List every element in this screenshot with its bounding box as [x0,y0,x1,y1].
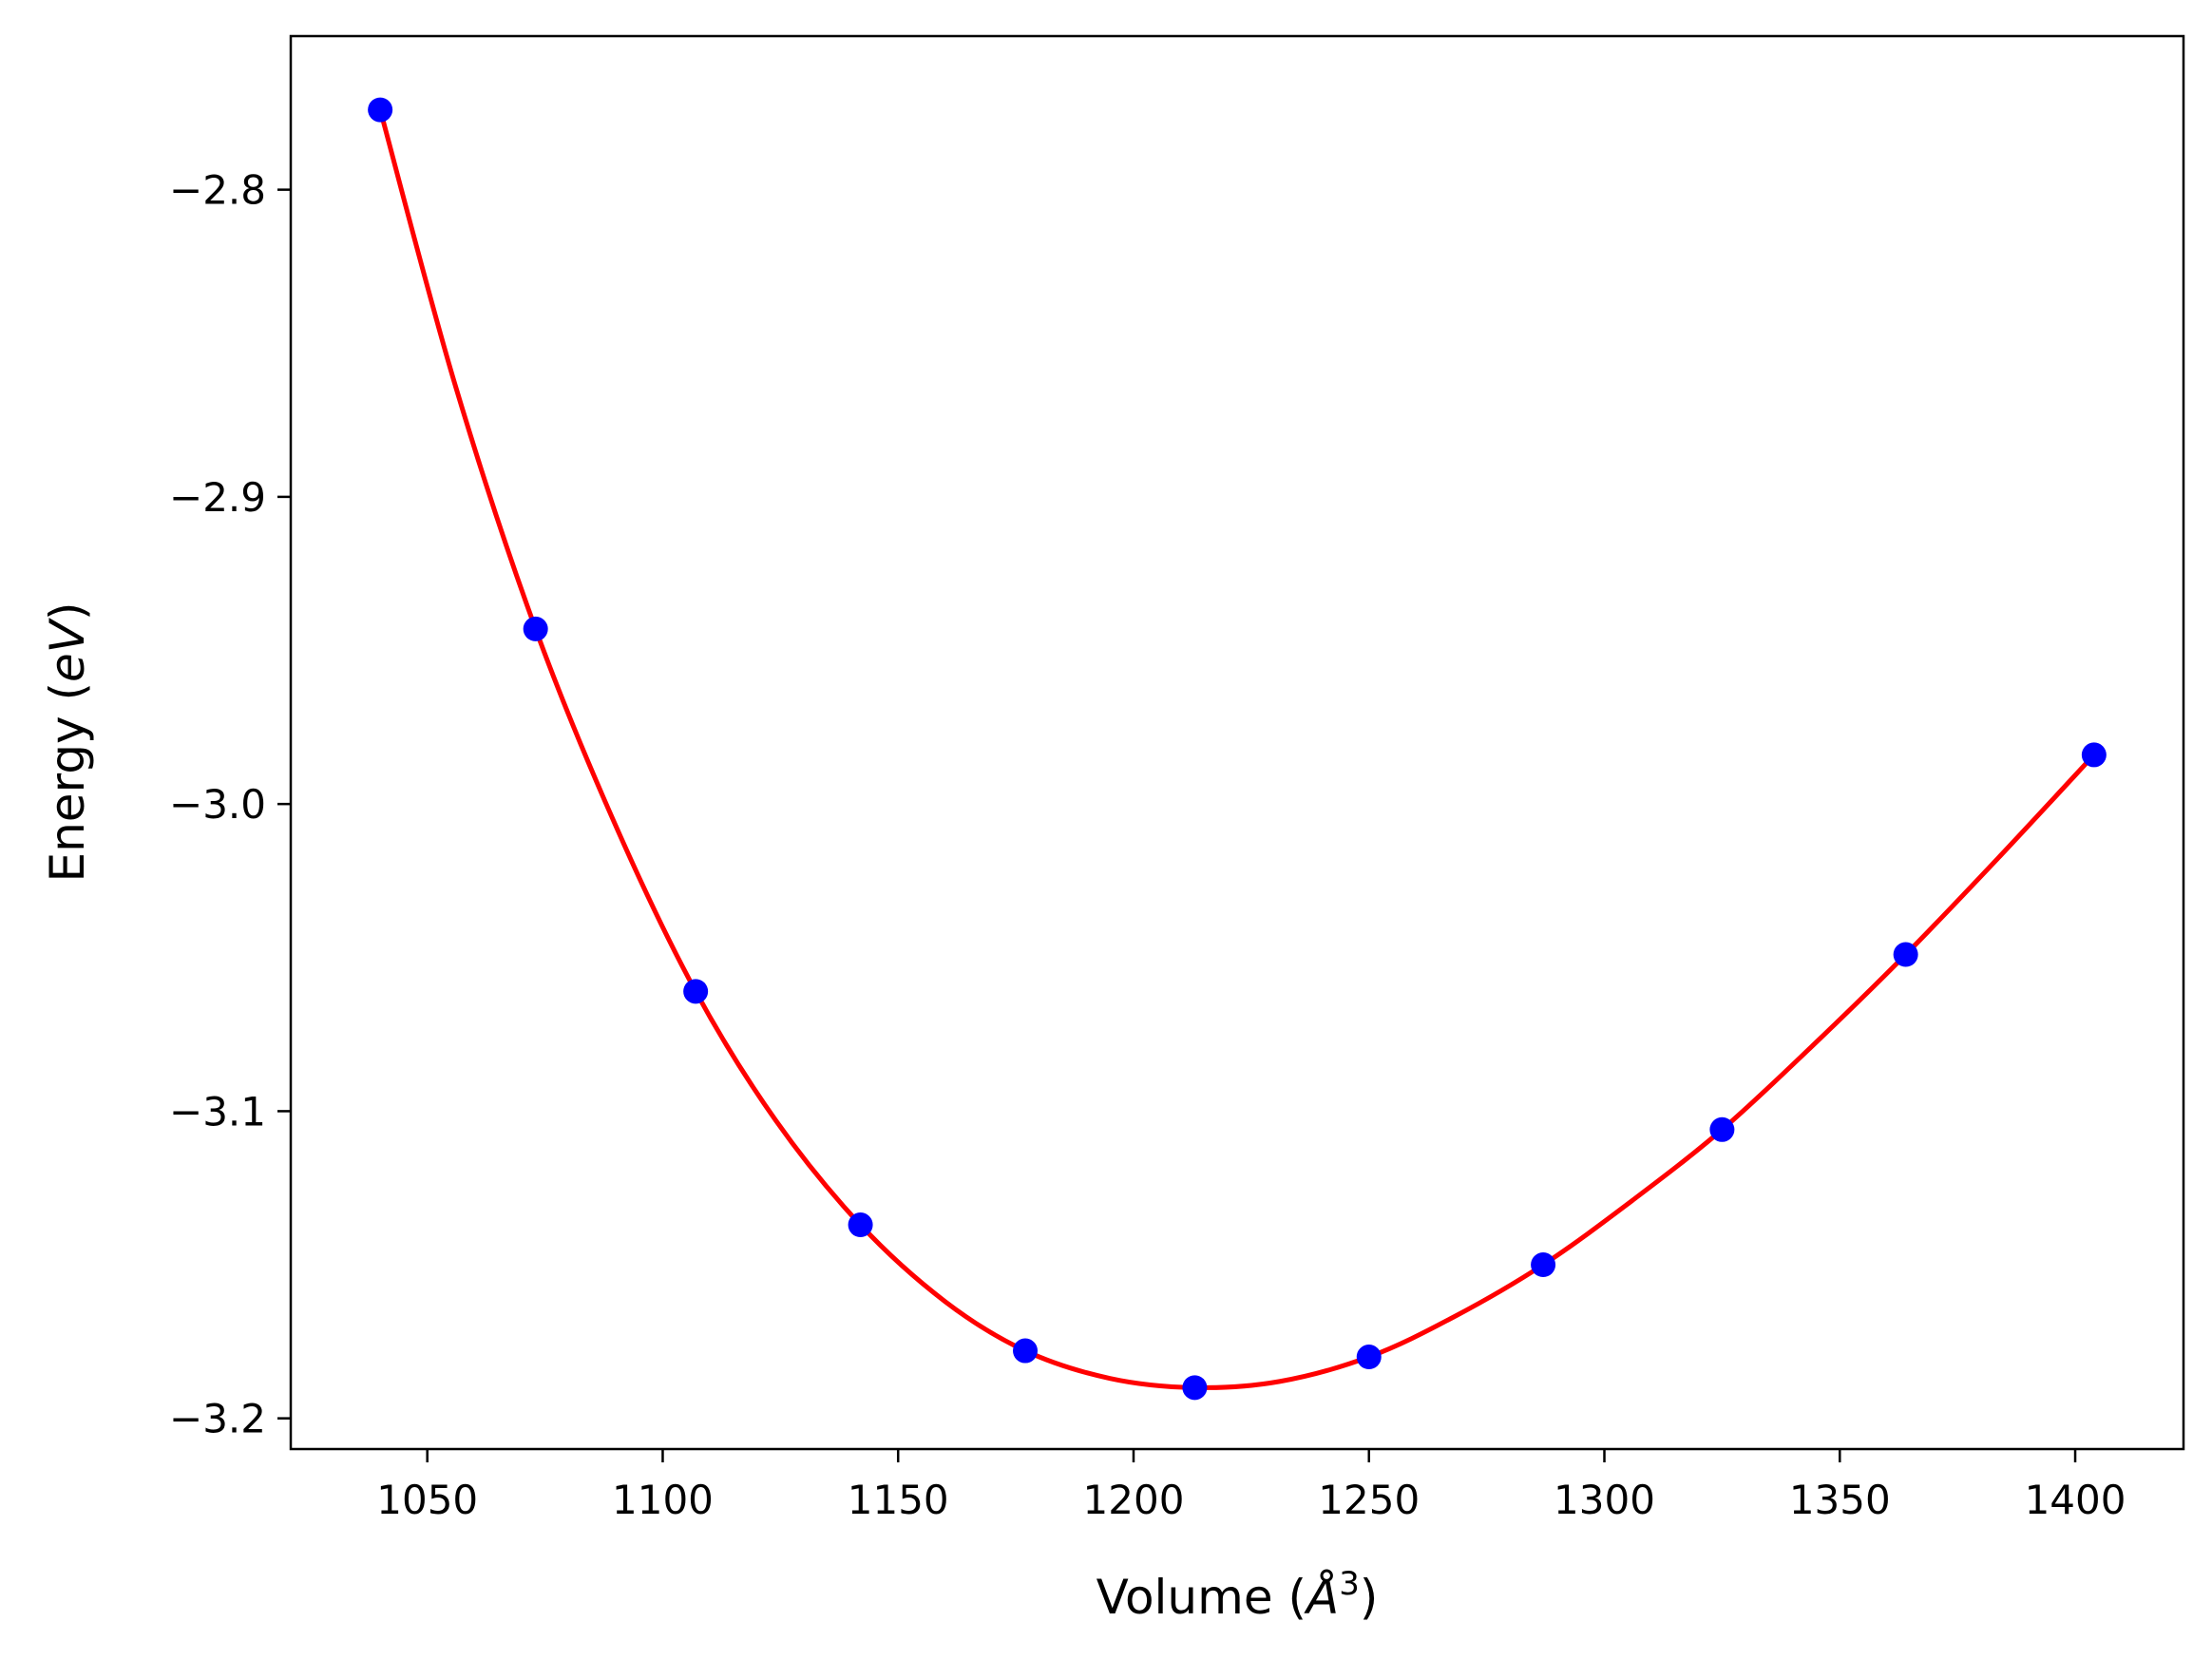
data-point [1013,1338,1039,1364]
x-tick-label: 1250 [1318,1477,1420,1523]
data-point [848,1212,873,1238]
data-point [1531,1252,1556,1278]
x-tick-label: 1400 [2025,1477,2126,1523]
x-axis-label-suffix: ) [1360,1570,1379,1625]
y-tick-label: −3.2 [169,1396,266,1442]
fit-curve-layer [377,107,2097,1390]
data-point [368,97,393,123]
data-point [1709,1116,1735,1142]
data-point [523,616,548,641]
y-axis-label-prefix: Energy ( [40,682,95,882]
x-tick-label: 1350 [1789,1477,1891,1523]
y-tick-label: −3.1 [169,1088,266,1135]
x-tick-label: 1100 [612,1477,714,1523]
data-point [1893,942,1918,967]
data-points-layer [368,97,2107,1401]
y-tick-label: −2.9 [169,474,266,521]
x-axis-label-superscript: 3 [1339,1565,1360,1603]
data-point [683,979,709,1004]
x-axis-label-prefix: Volume ( [1096,1570,1306,1625]
x-tick-label: 1050 [376,1477,478,1523]
x-axis-label-unit: Å [1304,1570,1339,1625]
plot-frame [289,34,2185,1451]
x-tick-label: 1200 [1083,1477,1185,1523]
y-axis-label-unit: eV [40,617,95,682]
data-point [1182,1375,1208,1401]
y-tick-label: −3.0 [169,781,266,828]
y-axis-label-suffix: ) [40,602,95,621]
x-tick-label: 1150 [848,1477,949,1523]
fit-curve [377,107,2097,1390]
x-axis-ticks: 1050 1100 1150 1200 1250 1300 1350 1400 [376,1449,2126,1523]
y-tick-label: −2.8 [169,167,266,214]
data-point [2081,742,2107,768]
x-axis-label: Volume (Å3) [1096,1565,1379,1625]
y-axis-ticks: −2.8 −2.9 −3.0 −3.1 −3.2 [169,167,291,1442]
data-point [1356,1345,1382,1370]
x-tick-label: 1300 [1554,1477,1655,1523]
plot-area [291,36,2183,1449]
y-axis-label: Energy (eV) [40,602,95,883]
